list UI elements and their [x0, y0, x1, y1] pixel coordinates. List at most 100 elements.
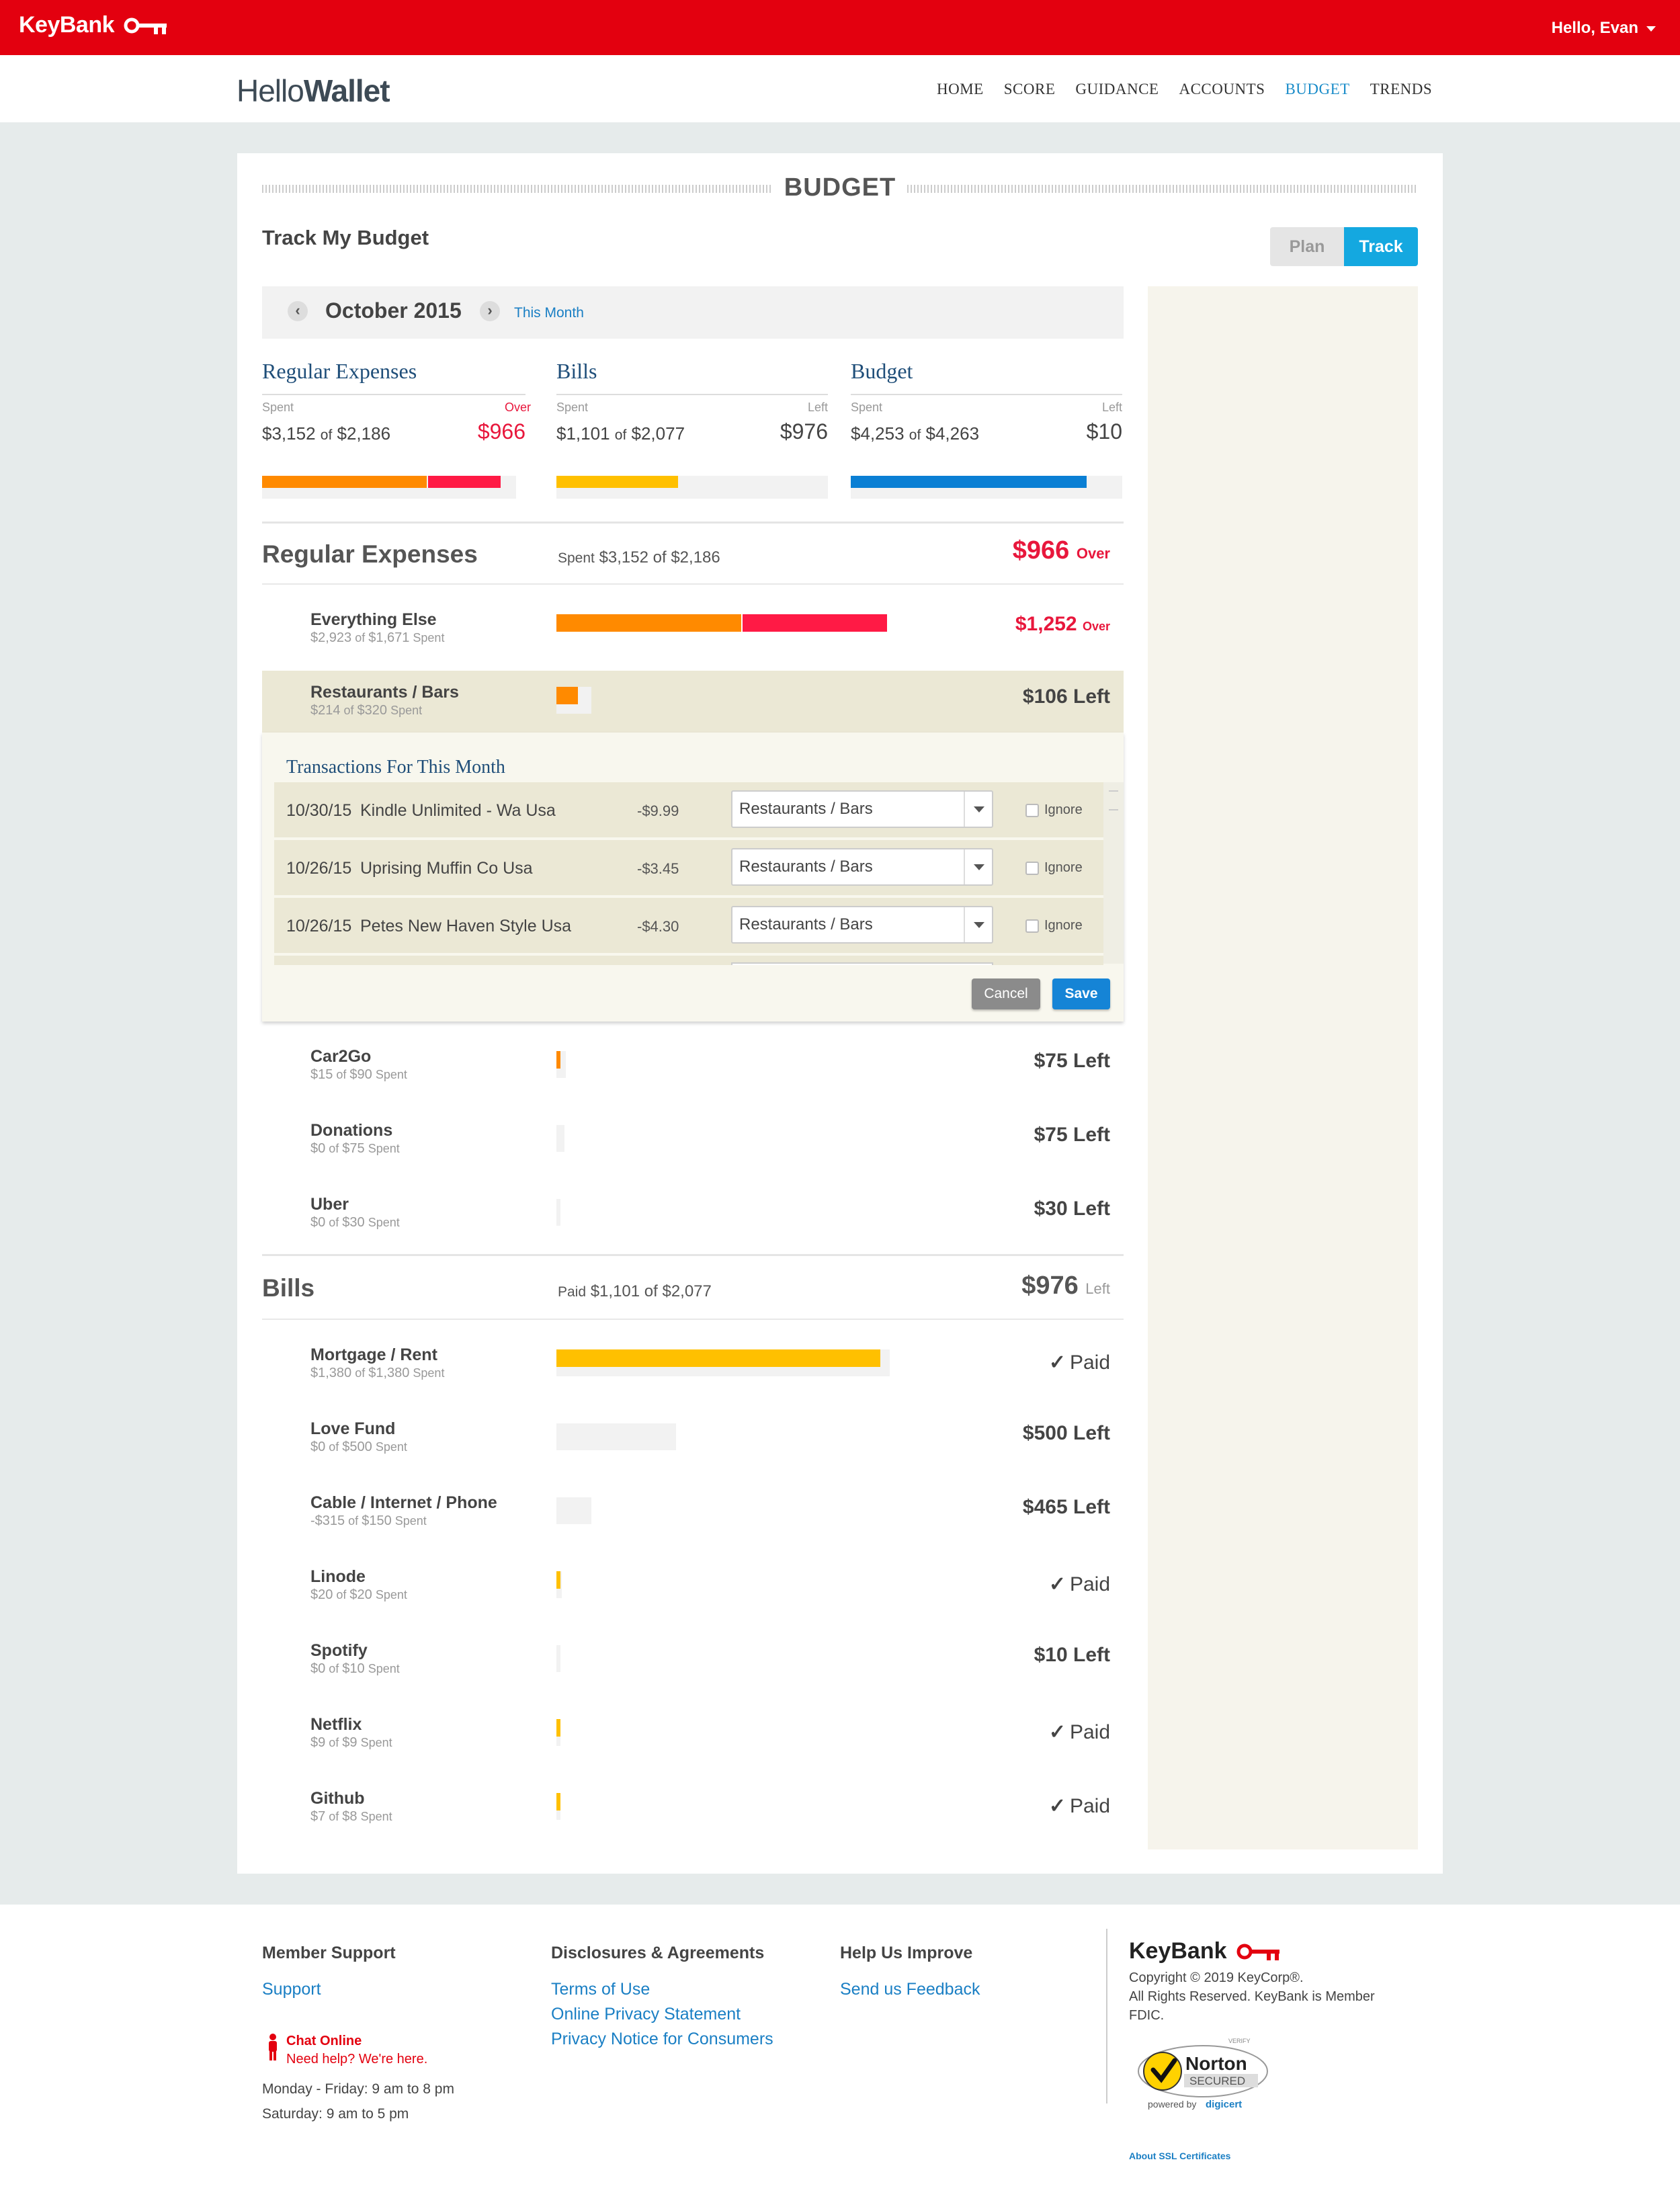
norton-secured-badge[interactable]: VERIFY Norton SECURED powered by digicer…: [1136, 2036, 1270, 2110]
transaction-row: 10/26/15 Petes New Haven Style Usa -$4.30 R…: [274, 898, 1103, 954]
transaction-amount: -$4.30: [637, 918, 679, 935]
item-name: Uber: [310, 1195, 349, 1214]
summary-spent: $3,152: [262, 423, 316, 444]
progress-fill: [851, 476, 1087, 488]
item-total: $8: [342, 1809, 358, 1824]
ignore-checkbox[interactable]: Ignore: [1025, 918, 1083, 933]
item-suffix: Spent: [375, 1588, 407, 1601]
keybank-logo[interactable]: KeyBank: [19, 12, 170, 38]
item-spent: $0: [310, 1661, 326, 1676]
transaction-description: Kindle Unlimited - Wa Usa: [360, 801, 556, 820]
paid-status: ✓ Paid: [968, 1794, 1110, 1818]
user-menu[interactable]: Hello, Evan: [1552, 19, 1656, 38]
item-total: $20: [349, 1587, 372, 1602]
hellowallet-logo[interactable]: HelloWallet: [237, 73, 390, 109]
summary-spent: $1,101: [590, 1282, 640, 1300]
item-remaining: $106 Left: [968, 685, 1110, 708]
progress-fill: [556, 1719, 560, 1737]
regular-expenses-total: $966 Over: [941, 536, 1110, 565]
item-suffix: Spent: [368, 1662, 400, 1675]
summary-left-label: Spent: [851, 401, 883, 414]
chat-online-link[interactable]: Chat Online: [286, 2034, 362, 2048]
copyright-line-1: Copyright © 2019 KeyCorp®.: [1129, 1970, 1304, 1985]
category-select-value: Restaurants / Bars: [739, 915, 873, 933]
item-total: $30: [342, 1215, 365, 1230]
progress-fill-over: [743, 614, 887, 632]
title-rule-right: [907, 185, 1418, 193]
transaction-amount: -$9.99: [637, 802, 679, 819]
summary-rule: [262, 394, 526, 395]
chevron-right-icon[interactable]: ›: [480, 301, 500, 321]
key-icon: [124, 17, 167, 35]
item-of: of: [329, 1810, 339, 1823]
keybank-logo-text: KeyBank: [19, 12, 115, 38]
item-total: $10: [342, 1661, 365, 1676]
terms-of-use-link[interactable]: Terms of Use: [551, 1980, 650, 1999]
paid-status: ✓ Paid: [968, 1573, 1110, 1596]
support-link[interactable]: Support: [262, 1980, 321, 1999]
save-button[interactable]: Save: [1052, 978, 1110, 1009]
feedback-link[interactable]: Send us Feedback: [840, 1980, 980, 1999]
category-select[interactable]: Restaurants / Bars: [731, 906, 993, 944]
summary-of: of: [320, 427, 333, 443]
progress-fill: [556, 687, 578, 704]
privacy-notice-link[interactable]: Privacy Notice for Consumers: [551, 2030, 773, 2048]
plan-button[interactable]: Plan: [1270, 227, 1344, 266]
item-remaining: $75 Left: [968, 1050, 1110, 1073]
transaction-date: 10/26/15: [286, 917, 352, 935]
nav-score[interactable]: SCORE: [1003, 81, 1056, 97]
progress-fill-spent: [556, 614, 741, 632]
item-name: Car2Go: [310, 1047, 372, 1066]
footer-keybank-logo: KeyBank: [1129, 1938, 1286, 1964]
nav-accounts[interactable]: ACCOUNTS: [1179, 81, 1265, 97]
item-spent: -$315: [310, 1513, 345, 1528]
summary-total: $2,186: [337, 423, 391, 444]
scrollbar-thumb[interactable]: [1109, 790, 1118, 810]
item-spent: $214: [310, 703, 341, 718]
check-icon: ✓: [1048, 1795, 1066, 1817]
item-of: of: [355, 631, 366, 644]
track-button[interactable]: Track: [1344, 227, 1418, 266]
summary-spent: $4,253: [851, 423, 905, 444]
chevron-left-icon[interactable]: ‹: [288, 301, 308, 321]
logo-light-text: Hello: [237, 73, 304, 108]
checkbox-icon: [1025, 861, 1039, 875]
chevron-down-icon: [964, 792, 992, 827]
transaction-row: 10/30/15 Kindle Unlimited - Wa Usa -$9.99 R…: [274, 782, 1103, 839]
this-month-link[interactable]: This Month: [514, 305, 584, 321]
ignore-checkbox[interactable]: Ignore: [1025, 860, 1083, 876]
item-name: Love Fund: [310, 1419, 396, 1438]
nav-guidance[interactable]: GUIDANCE: [1075, 81, 1159, 97]
item-total: $75: [342, 1141, 365, 1156]
cancel-button[interactable]: Cancel: [972, 978, 1040, 1009]
transactions-scrollbar[interactable]: [1103, 782, 1124, 964]
item-of: of: [336, 1068, 347, 1081]
remaining-amount: $10: [1034, 1644, 1068, 1666]
paid-status: ✓ Paid: [968, 1720, 1110, 1744]
item-name: Spotify: [310, 1641, 368, 1660]
item-suffix: Spent: [375, 1068, 407, 1081]
ssl-certificates-link[interactable]: About SSL Certificates: [1129, 2151, 1231, 2161]
remaining-suffix: Left: [1073, 1050, 1110, 1072]
section-subtitle: Track My Budget: [262, 226, 429, 249]
item-suffix: Spent: [360, 1810, 392, 1823]
nav-home[interactable]: HOME: [937, 81, 984, 97]
category-select[interactable]: Restaurants / Bars: [731, 790, 993, 828]
privacy-statement-link[interactable]: Online Privacy Statement: [551, 2005, 741, 2024]
item-of: of: [329, 1440, 339, 1454]
remaining-amount: $30: [1034, 1198, 1068, 1220]
item-of: of: [348, 1514, 359, 1528]
main-nav: HOME SCORE GUIDANCE ACCOUNTS BUDGET TREN…: [937, 81, 1452, 98]
ignore-label: Ignore: [1044, 802, 1083, 817]
key-icon: [1236, 1944, 1279, 1961]
nav-trends[interactable]: TRENDS: [1370, 81, 1433, 97]
category-select[interactable]: Restaurants / Bars: [731, 848, 993, 886]
ignore-checkbox[interactable]: Ignore: [1025, 802, 1083, 818]
checkbox-icon: [1025, 803, 1039, 817]
item-progress-track: [556, 1645, 560, 1672]
item-suffix: Spent: [390, 704, 423, 717]
item-spent: $0: [310, 1440, 326, 1454]
summary-total: $2,077: [631, 423, 685, 444]
nav-budget[interactable]: BUDGET: [1285, 81, 1350, 97]
summary-total: $2,186: [671, 548, 720, 567]
